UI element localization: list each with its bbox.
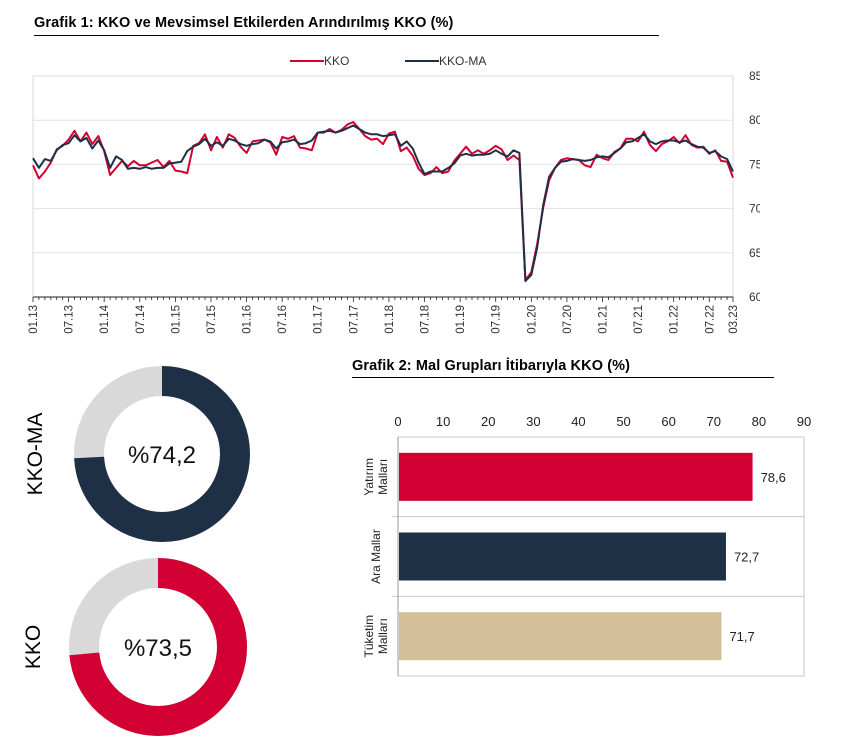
x-tick-label: 03.23: [728, 305, 740, 334]
legend-label-kko-ma: KKO-MA: [439, 54, 486, 68]
x-tick-label: 01.20: [526, 305, 538, 334]
donut-kko: %73,5 KKO: [22, 558, 247, 736]
x-tick-label: 01.16: [242, 305, 254, 334]
x-tick-label: 70: [707, 414, 721, 429]
x-tick-label: 01.21: [597, 305, 609, 334]
plot-frame: [32, 75, 734, 298]
chart2-title: Grafik 2: Mal Grupları İtibarıyla KKO (%…: [352, 358, 631, 374]
x-tick-label: 07.16: [277, 305, 289, 334]
x-tick-label: 10: [436, 414, 450, 429]
x-tick-label: 20: [481, 414, 495, 429]
chart1-title-rule: [34, 35, 659, 36]
donut-center-value: %73,5: [124, 635, 192, 662]
bar-value-label: 78,6: [761, 470, 786, 485]
donut-value-segment: [69, 558, 247, 736]
x-tick-label: 07.13: [64, 305, 76, 334]
x-tick-label: 80: [752, 414, 766, 429]
category-label: Tüketim Malları: [362, 615, 390, 658]
y-tick-label: 85: [749, 69, 760, 83]
x-tick-label: 07.15: [206, 305, 218, 334]
x-tick-label: 01.13: [28, 305, 40, 334]
chart1-title: Grafik 1: KKO ve Mevsimsel Etkilerden Ar…: [34, 15, 454, 31]
donut-side-label: KKO: [22, 625, 45, 669]
legend-label-kko: KKO: [324, 54, 349, 68]
x-tick-label: 07.21: [633, 305, 645, 334]
category-label: Yatırım Malları: [362, 458, 390, 496]
x-tick-label: 60: [661, 414, 675, 429]
bar-value-label: 72,7: [734, 550, 759, 565]
x-tick-label: 07.18: [420, 305, 432, 334]
x-tick-label: 01.15: [170, 305, 182, 334]
x-tick-label: 07.19: [491, 305, 503, 334]
donut-kko-ma: %74,2 KKO-MA: [24, 366, 250, 542]
x-tick-label: 30: [526, 414, 540, 429]
bar: [399, 532, 726, 581]
y-tick-label: 75: [749, 157, 760, 171]
bar: [399, 612, 722, 661]
bar: [399, 452, 753, 501]
x-tick-label: 07.22: [704, 305, 716, 334]
series-line-kko: [32, 121, 734, 282]
x-tick-label: 40: [571, 414, 585, 429]
x-tick-label: 07.14: [135, 304, 147, 333]
line-chart: 85 80 75 70 65 60 01.13 07.13 01.14 07.14 01.15 07.…: [28, 54, 760, 334]
x-tick-label: 50: [616, 414, 630, 429]
y-tick-label: 80: [749, 113, 760, 127]
x-tick-label: 01.14: [99, 304, 111, 333]
donut-side-label: KKO-MA: [24, 413, 47, 496]
category-label-line: Malları: [376, 618, 390, 654]
donut-center-value: %74,2: [128, 442, 196, 469]
x-tick-label: 01.22: [669, 305, 681, 334]
x-tick-label: 01.18: [384, 305, 396, 334]
x-tick-label: 07.17: [348, 305, 360, 334]
category-label-line: Yatırım: [362, 458, 376, 496]
bar-value-label: 71,7: [729, 629, 754, 644]
series-line-kko-ma: [32, 124, 734, 283]
x-tick-label: 90: [797, 414, 811, 429]
category-label-line: Ara Mallar: [369, 529, 383, 584]
chart2-title-rule: [352, 377, 774, 378]
y-tick-label: 70: [749, 202, 760, 216]
y-tick-label: 65: [749, 246, 760, 260]
category-label: Ara Mallar: [369, 529, 383, 584]
x-tick-label: 0: [394, 414, 401, 429]
category-label-line: Malları: [376, 459, 390, 495]
x-tick-label: 07.20: [562, 305, 574, 334]
y-tick-label: 60: [749, 290, 760, 304]
category-label-line: Tüketim: [362, 615, 376, 658]
x-tick-label: 01.17: [313, 305, 325, 334]
x-tick-label: 01.19: [455, 305, 467, 334]
donut-value-segment: [74, 366, 250, 542]
